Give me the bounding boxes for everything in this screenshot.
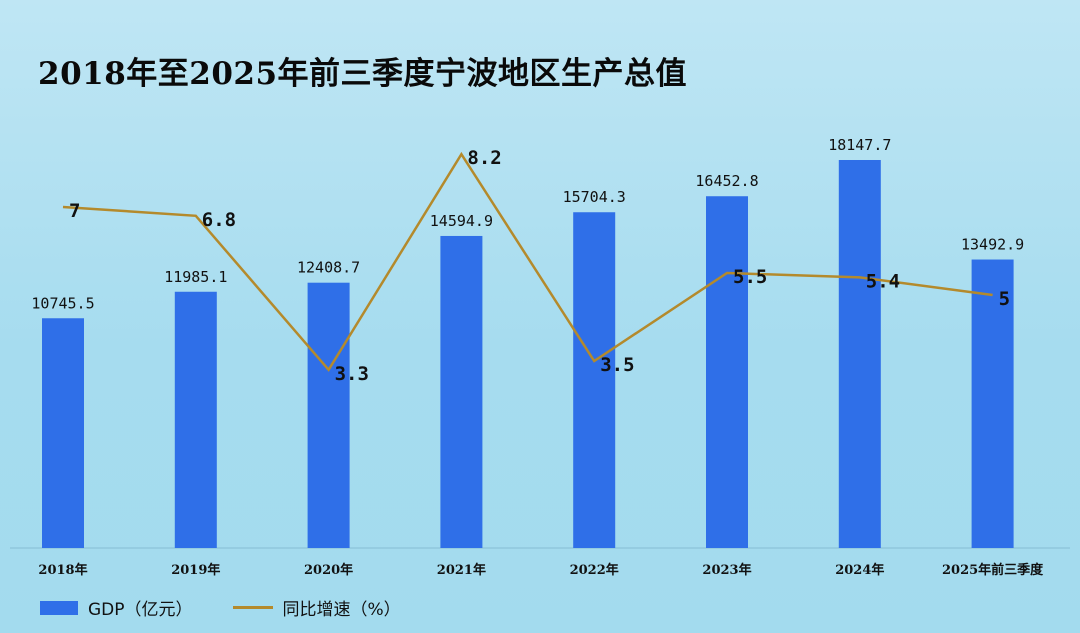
data-label-gdp: 12408.7 [297,259,360,277]
bar-gdp [971,259,1014,548]
bar-gdp [706,196,748,548]
legend-item-gdp: GDP（亿元） [40,595,193,620]
data-label-growth: 3.3 [335,363,369,385]
data-label-gdp: 18147.7 [828,136,891,154]
chart-title: 2018年至2025年前三季度宁波地区生产总值 [38,56,688,92]
bar-gdp [838,160,881,548]
legend-label-growth: 同比增速（%） [282,600,401,620]
x-tick-label: 2020年 [304,562,353,578]
bar-gdp [573,212,616,549]
legend-item-growth: 同比增速（%） [232,595,401,620]
legend-swatch-line [232,606,273,609]
data-label-gdp: 15704.3 [563,188,626,206]
x-tick-label: 2021年 [437,562,486,578]
bar-gdp [42,318,84,548]
data-label-growth: 8.2 [467,147,501,169]
data-label-growth: 5.5 [733,266,767,288]
bar-gdp [307,282,350,548]
x-tick-label: 2019年 [171,562,220,578]
legend-label-gdp: GDP（亿元） [88,600,193,620]
legend-swatch-bar [40,600,78,615]
x-tick-label: 2022年 [570,562,619,578]
data-label-growth: 3.5 [600,354,634,376]
data-label-growth: 5 [999,288,1010,310]
x-tick-label: 2023年 [702,562,751,578]
data-label-gdp: 16452.8 [695,172,758,190]
data-label-growth: 7 [69,200,80,222]
legend: GDP（亿元） 同比增速（%） [40,595,401,620]
data-label-gdp: 10745.5 [31,294,94,312]
bar-gdp [174,291,217,548]
bar-gdp [440,235,483,548]
x-tick-label: 2018年 [38,562,87,578]
data-label-growth: 6.8 [202,209,236,231]
x-tick-label: 2025年前三季度 [942,562,1044,578]
series-line-growth [62,151,993,372]
x-tick-label: 2024年 [835,562,884,578]
data-label-growth: 5.4 [866,270,900,292]
data-label-gdp: 13492.9 [961,236,1024,254]
data-label-gdp: 14594.9 [430,212,493,230]
data-label-gdp: 11985.1 [164,268,227,286]
